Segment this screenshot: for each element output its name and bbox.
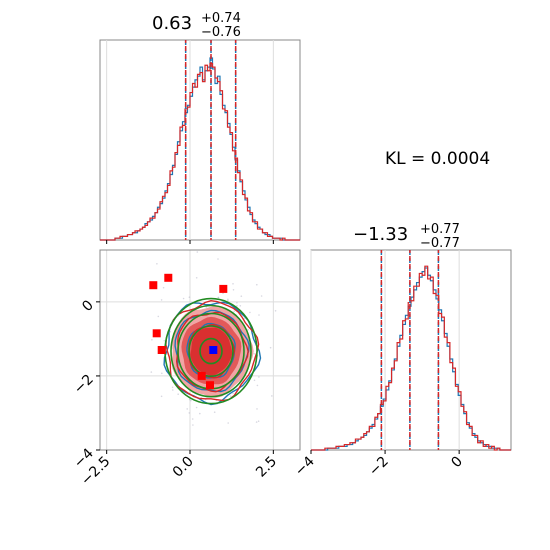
sample-point	[255, 283, 258, 286]
joint-2d-y-tick-label: −2	[71, 371, 97, 397]
sample-point	[196, 251, 199, 253]
contour-series-a	[186, 322, 236, 379]
param2-title-minus: −0.77	[420, 236, 460, 251]
param2-histogram-series-b	[311, 265, 511, 451]
red-marker	[152, 329, 161, 338]
sample-point	[192, 424, 194, 426]
sample-point	[269, 346, 272, 349]
sample-point	[274, 310, 277, 312]
joint-2d-x-tick-label: 2.5	[253, 454, 280, 481]
sample-point	[151, 339, 153, 341]
sample-point	[232, 289, 235, 291]
sample-point	[161, 372, 163, 375]
sample-point	[255, 421, 258, 423]
sample-point	[188, 398, 191, 401]
sample-point	[232, 392, 234, 395]
sample-point	[186, 408, 188, 410]
param2-histogram-tick-label: −2	[366, 454, 392, 480]
sample-point	[256, 408, 258, 410]
sample-point	[236, 305, 238, 307]
contour-series-a	[174, 309, 250, 393]
sample-point	[177, 393, 179, 396]
sample-point	[227, 298, 229, 301]
sample-point	[195, 406, 198, 409]
param1-histogram-series-a	[100, 57, 300, 241]
sample-point	[160, 299, 163, 301]
sample-point	[139, 455, 141, 457]
sample-point	[188, 412, 191, 414]
param1-histogram-frame	[99, 39, 301, 241]
param1-title-plus: +0.74	[201, 11, 241, 26]
sample-point	[195, 277, 198, 279]
param1-histogram-series-b	[100, 62, 300, 241]
param1-title-value: 0.63	[152, 13, 192, 34]
param2-histogram-series-a	[311, 267, 511, 451]
joint-2d-y-tick-label: 0	[79, 297, 97, 315]
sample-point	[217, 258, 219, 260]
sample-point	[217, 296, 220, 299]
sample-point	[253, 353, 255, 355]
sample-point	[157, 315, 160, 318]
param2-histogram-tick-label: −4	[292, 453, 318, 479]
sample-point	[229, 395, 232, 397]
sample-point	[227, 299, 229, 302]
sample-point	[240, 295, 243, 298]
param1-title-minus: −0.76	[201, 25, 241, 40]
sample-point	[232, 283, 234, 285]
param1-histogram-panel: 0.63 +0.74 −0.76	[99, 11, 301, 244]
sample-point	[205, 306, 208, 308]
sample-point	[260, 295, 263, 297]
blue-marker	[209, 346, 218, 354]
sample-point	[190, 399, 192, 402]
sample-point	[199, 412, 201, 415]
red-marker	[164, 273, 173, 282]
joint-2d-panel: −2.5 0.0 2.5 −4−20	[71, 249, 314, 489]
sample-point	[249, 311, 251, 314]
sample-point	[236, 302, 238, 304]
sample-point	[258, 314, 260, 316]
sample-point	[312, 339, 314, 341]
sample-point	[188, 296, 191, 299]
sample-point	[172, 389, 174, 391]
sample-point	[233, 310, 235, 313]
joint-2d-frame	[99, 249, 301, 451]
sample-point	[162, 286, 165, 289]
sample-point	[156, 263, 158, 265]
red-marker	[206, 381, 214, 390]
red-marker	[197, 371, 206, 380]
red-marker	[219, 284, 228, 293]
red-marker	[149, 281, 158, 290]
red-marker	[157, 346, 166, 354]
joint-2d-x-tick-label: 0.0	[170, 454, 197, 481]
sample-point	[169, 330, 172, 333]
gaussian-contour	[188, 325, 234, 378]
sample-point	[247, 328, 249, 331]
param2-histogram-panel: −4 −2 0 −1.33 +0.77 −0.77	[292, 222, 512, 480]
sample-point	[256, 384, 259, 387]
sample-point	[239, 305, 242, 307]
sample-point	[227, 422, 229, 424]
param2-histogram-frame	[310, 249, 512, 451]
sample-point	[191, 418, 194, 420]
param2-histogram-tick-label: 0	[448, 454, 466, 472]
gaussian-contour	[170, 304, 252, 398]
sample-point	[171, 386, 174, 389]
sample-point	[150, 371, 153, 373]
gaussian-contour	[199, 337, 223, 365]
sample-point	[258, 376, 260, 378]
sample-point	[257, 420, 260, 423]
sample-point	[160, 395, 163, 398]
sample-point	[163, 339, 166, 342]
sample-point	[271, 395, 273, 397]
kl-annotation: KL = 0.0004	[385, 149, 490, 169]
param2-title-value: −1.33	[353, 224, 408, 245]
contour-series-b	[165, 299, 260, 402]
param2-title-plus: +0.77	[420, 222, 460, 237]
sample-point	[182, 297, 185, 300]
sample-point	[213, 411, 216, 414]
sample-point	[253, 379, 256, 382]
